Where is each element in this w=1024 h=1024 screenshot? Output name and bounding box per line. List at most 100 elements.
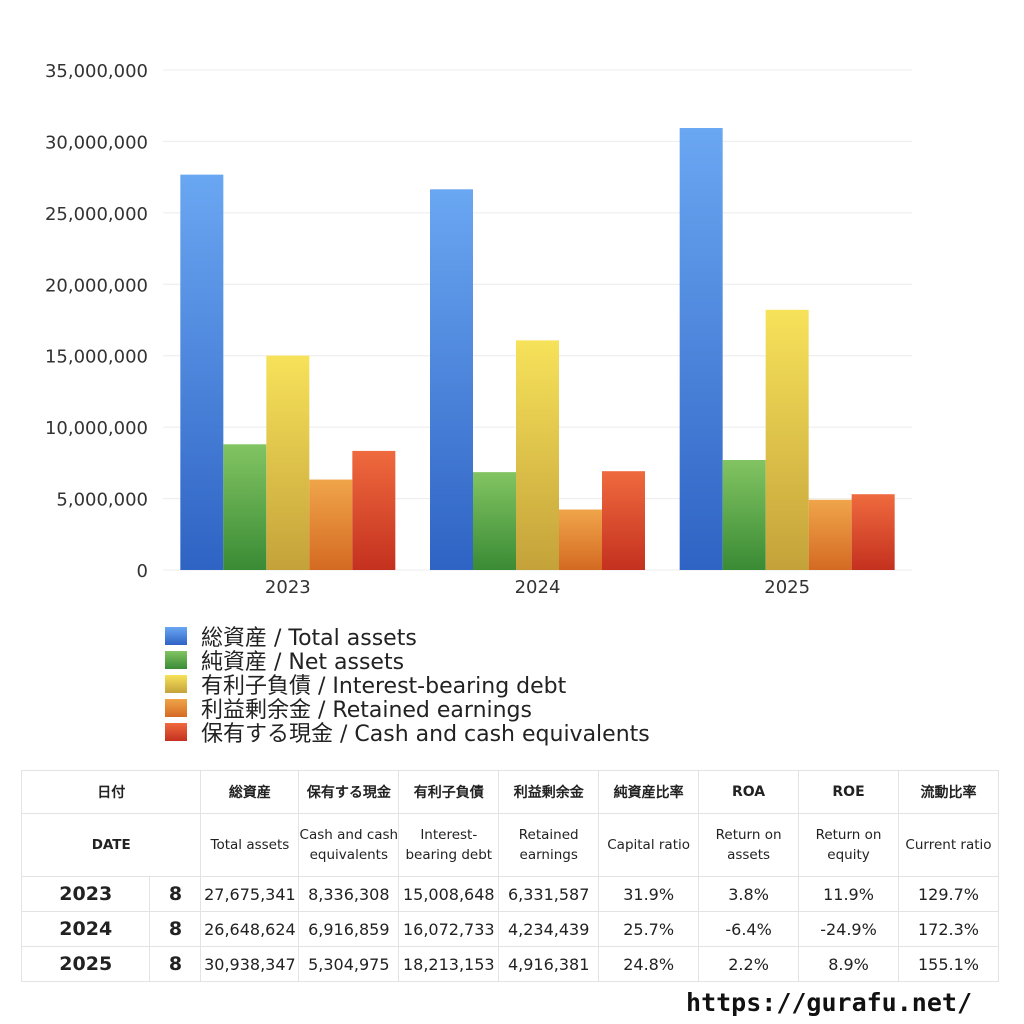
cell-retained: 4,234,439 (498, 911, 600, 947)
legend: 総資産 / Total assets 純資産 / Net assets 有利子負… (165, 624, 650, 747)
legend-swatch-total-assets (165, 627, 187, 645)
cell-cash: 8,336,308 (298, 876, 400, 912)
cell-current-ratio: 155.1% (897, 946, 1000, 982)
bar (722, 460, 766, 570)
bar-chart: 0 5,000,000 10,000,000 15,000,000 20,000,000… (45, 61, 912, 598)
cell-capital-ratio: 24.8% (598, 946, 700, 982)
header-current-ratio-jp: 流動比率 (897, 770, 1000, 814)
cell-month: 8 (149, 946, 202, 982)
financial-table: 日付 総資産 保有する現金 有利子負債 利益剰余金 純資産比率 ROA ROE … (20, 770, 1000, 982)
bar (808, 499, 852, 570)
bar (516, 340, 559, 570)
header-roa-en: Return on assets (698, 813, 800, 877)
legend-item: 有利子負債 / Interest-bearing debt (165, 672, 650, 699)
cell-month: 8 (149, 911, 202, 947)
table-row: 2024 8 26,648,624 6,916,859 16,072,733 4… (20, 911, 1000, 947)
legend-swatch-interest-bearing-debt (165, 675, 187, 693)
y-tick-label: 5,000,000 (56, 490, 148, 511)
bar (180, 174, 224, 570)
cell-roe: 8.9% (798, 946, 899, 982)
cell-capital-ratio: 25.7% (598, 911, 700, 947)
y-tick-label: 0 (137, 561, 148, 582)
legend-label: 総資産 / Total assets (201, 626, 417, 651)
header-capital-ratio-jp: 純資産比率 (598, 770, 700, 814)
y-tick-label: 20,000,000 (45, 275, 148, 296)
header-total-assets-jp: 総資産 (200, 770, 300, 814)
header-date-en: DATE (20, 813, 202, 877)
bar (430, 189, 473, 571)
header-roe-en: Return on equity (798, 813, 899, 877)
cell-debt: 18,213,153 (398, 946, 500, 982)
legend-swatch-retained-earnings (165, 699, 187, 717)
cell-roa: 2.2% (698, 946, 800, 982)
y-tick-label: 35,000,000 (45, 61, 148, 82)
cell-roe: -24.9% (798, 911, 899, 947)
legend-item: 純資産 / Net assets (165, 648, 650, 675)
legend-item: 保有する現金 / Cash and cash equivalents (165, 720, 650, 747)
cell-retained: 6,331,587 (498, 876, 600, 912)
cell-roa: -6.4% (698, 911, 800, 947)
bar (851, 494, 895, 570)
site-url[interactable]: https://gurafu.net/ (686, 988, 972, 1017)
x-axis-ticks: 2023 2024 2025 (265, 577, 810, 598)
x-tick-label: 2025 (764, 577, 810, 598)
cell-roa: 3.8% (698, 876, 800, 912)
header-date-jp: 日付 (20, 770, 202, 814)
legend-label: 保有する現金 / Cash and cash equivalents (201, 722, 650, 747)
header-total-assets-en: Total assets (200, 813, 300, 877)
cell-total-assets: 26,648,624 (200, 911, 300, 947)
cell-year: 2024 (20, 911, 151, 947)
bar (473, 472, 516, 570)
header-debt-jp: 有利子負債 (398, 770, 500, 814)
header-current-ratio-en: Current ratio (897, 813, 1000, 877)
legend-swatch-cash (165, 723, 187, 741)
cell-cash: 6,916,859 (298, 911, 400, 947)
bar (765, 309, 809, 570)
table-row: 2023 8 27,675,341 8,336,308 15,008,648 6… (20, 876, 1000, 912)
legend-label: 利益剰余金 / Retained earnings (201, 698, 532, 723)
legend-label: 有利子負債 / Interest-bearing debt (201, 674, 567, 699)
y-tick-label: 15,000,000 (45, 347, 148, 368)
x-tick-label: 2024 (515, 577, 561, 598)
header-roa-jp: ROA (698, 770, 800, 814)
cell-month: 8 (149, 876, 202, 912)
bar (679, 128, 723, 570)
cell-total-assets: 27,675,341 (200, 876, 300, 912)
bar (602, 471, 645, 570)
legend-item: 利益剰余金 / Retained earnings (165, 696, 650, 723)
bar (352, 450, 396, 570)
bar (266, 355, 310, 570)
header-retained-en: Retained earnings (498, 813, 600, 877)
header-cash-en: Cash and cash equivalents (298, 813, 400, 877)
header-cash-jp: 保有する現金 (298, 770, 400, 814)
y-axis-ticks: 0 5,000,000 10,000,000 15,000,000 20,000,000… (45, 61, 148, 582)
cell-debt: 16,072,733 (398, 911, 500, 947)
cell-cash: 5,304,975 (298, 946, 400, 982)
bar (223, 444, 267, 570)
cell-year: 2025 (20, 946, 151, 982)
cell-total-assets: 30,938,347 (200, 946, 300, 982)
cell-debt: 15,008,648 (398, 876, 500, 912)
cell-roe: 11.9% (798, 876, 899, 912)
header-roe-jp: ROE (798, 770, 899, 814)
x-tick-label: 2023 (265, 577, 311, 598)
y-tick-label: 30,000,000 (45, 132, 148, 153)
table-header-row-en: DATE Total assets Cash and cash equivale… (20, 813, 1000, 877)
legend-label: 純資産 / Net assets (201, 650, 405, 675)
cell-retained: 4,916,381 (498, 946, 600, 982)
cell-current-ratio: 129.7% (897, 876, 1000, 912)
bar-series (180, 128, 895, 571)
cell-year: 2023 (20, 876, 151, 912)
table-header-row: 日付 総資産 保有する現金 有利子負債 利益剰余金 純資産比率 ROA ROE … (20, 770, 1000, 814)
header-debt-en: Interest-bearing debt (398, 813, 500, 877)
legend-swatch-net-assets (165, 651, 187, 669)
header-retained-jp: 利益剰余金 (498, 770, 600, 814)
y-tick-label: 10,000,000 (45, 418, 148, 439)
cell-capital-ratio: 31.9% (598, 876, 700, 912)
bar (309, 479, 353, 570)
table-row: 2025 8 30,938,347 5,304,975 18,213,153 4… (20, 946, 1000, 982)
header-capital-ratio-en: Capital ratio (598, 813, 700, 877)
y-tick-label: 25,000,000 (45, 204, 148, 225)
cell-current-ratio: 172.3% (897, 911, 1000, 947)
bar (559, 509, 602, 570)
